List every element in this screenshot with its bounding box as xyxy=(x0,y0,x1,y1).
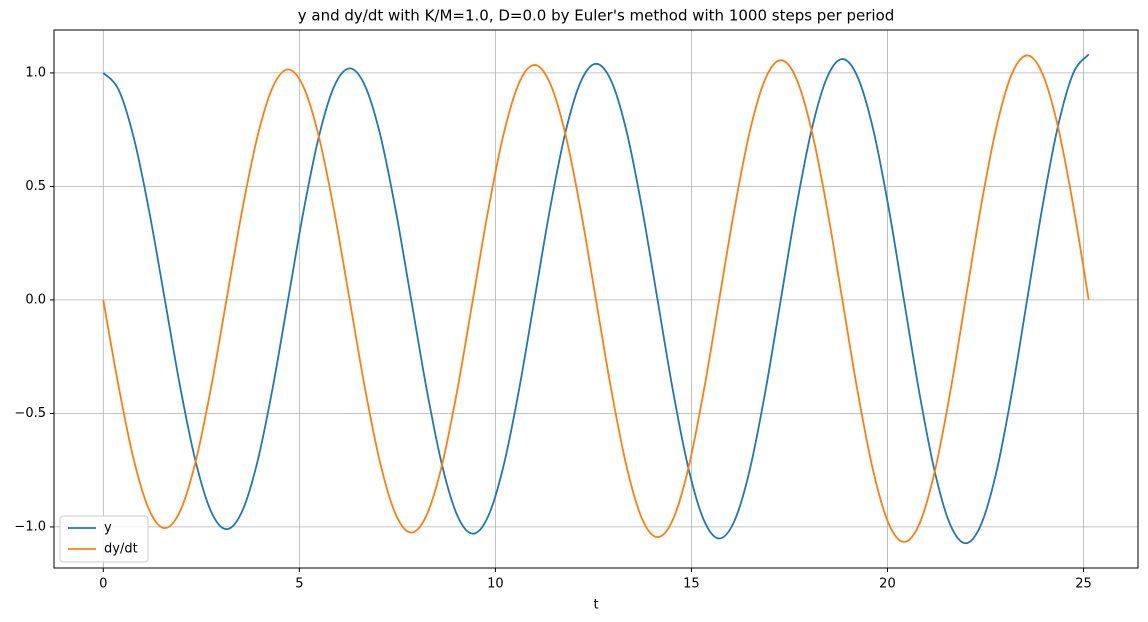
legend-label: y xyxy=(104,521,112,536)
x-tick-label: 0 xyxy=(99,577,107,592)
data-line xyxy=(102,53,1090,545)
y-tick-label: 1.0 xyxy=(25,65,46,80)
x-tick-label: 5 xyxy=(295,577,303,592)
y-tick-label: −0.5 xyxy=(14,406,46,421)
x-tick-label: 25 xyxy=(1075,577,1092,592)
legend-label: dy/dt xyxy=(104,542,138,557)
x-axis-label: t xyxy=(593,598,598,613)
plot-frame xyxy=(53,29,1139,569)
chart-title: y and dy/dt with K/M=1.0, D=0.0 by Euler… xyxy=(298,7,895,25)
data-line xyxy=(102,54,1090,543)
y-tick-label: −1.0 xyxy=(14,519,46,534)
x-tick-label: 15 xyxy=(683,577,700,592)
y-tick-label: 0.0 xyxy=(25,292,46,307)
x-tick-label: 10 xyxy=(487,577,504,592)
y-tick-label: 0.5 xyxy=(25,179,46,194)
x-tick-label: 20 xyxy=(879,577,896,592)
